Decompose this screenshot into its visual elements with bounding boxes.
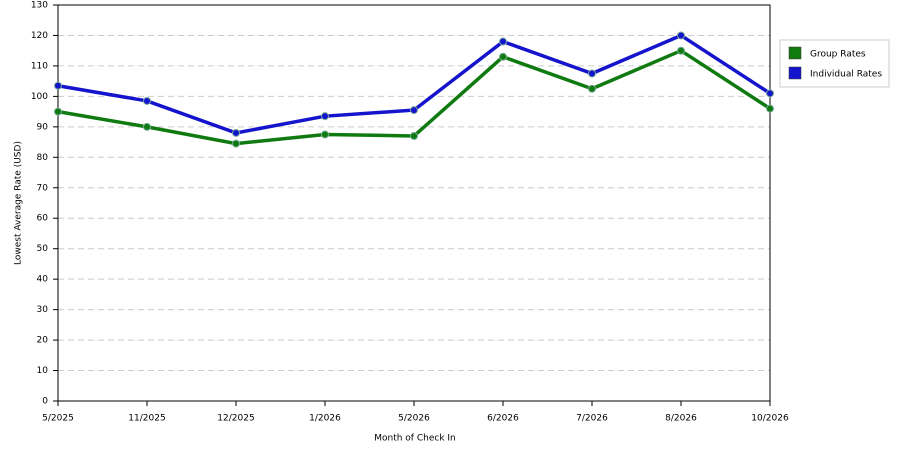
- x-tick-label: 5/2025: [42, 414, 74, 424]
- x-tick-label: 1/2026: [309, 414, 341, 424]
- plot-frame: [57, 4, 771, 402]
- legend-swatch: [788, 46, 802, 60]
- y-tick-label: 50: [37, 244, 49, 254]
- x-tick-label: 10/2026: [751, 414, 789, 424]
- point: [677, 31, 685, 40]
- x-axis-label: Month of Check In: [374, 434, 456, 444]
- point: [499, 37, 507, 46]
- y-tick-label: 10: [37, 366, 49, 376]
- y-tick-label: 80: [37, 153, 49, 163]
- y-axis-label: Lowest Average Rate (USD): [14, 141, 24, 265]
- point: [321, 130, 329, 139]
- y-tick-label: 110: [31, 61, 48, 71]
- x-tick-label: 8/2026: [665, 414, 697, 424]
- point: [54, 107, 62, 116]
- y-tick-label: 70: [37, 183, 49, 193]
- point: [321, 112, 329, 121]
- y-tick-label: 90: [37, 122, 49, 132]
- point: [143, 122, 151, 131]
- legend-label: Group Rates: [810, 50, 866, 60]
- point: [410, 106, 418, 115]
- y-tick-label: 0: [42, 397, 48, 407]
- legend-label: Individual Rates: [810, 70, 882, 80]
- y-tick-label: 20: [37, 336, 49, 346]
- x-tick-label: 7/2026: [576, 414, 608, 424]
- y-tick-label: 60: [37, 214, 49, 224]
- point: [766, 104, 774, 113]
- point: [54, 81, 62, 90]
- y-tick-label: 100: [31, 92, 48, 102]
- point: [232, 128, 240, 137]
- x-tick-label: 5/2026: [398, 414, 430, 424]
- point: [410, 131, 418, 140]
- y-tick-label: 120: [31, 31, 48, 41]
- point: [232, 139, 240, 148]
- point: [499, 52, 507, 61]
- x-tick-label: 12/2025: [217, 414, 254, 424]
- point: [677, 46, 685, 55]
- point: [588, 84, 596, 93]
- legend-swatch: [788, 66, 802, 80]
- point: [588, 69, 596, 78]
- x-tick-label: 11/2025: [128, 414, 165, 424]
- point: [143, 96, 151, 105]
- point: [766, 89, 774, 98]
- x-tick-label: 6/2026: [487, 414, 519, 424]
- series-line: [57, 48, 771, 146]
- y-tick-label: 40: [37, 275, 49, 285]
- y-tick-label: 30: [37, 305, 49, 315]
- y-tick-label: 130: [31, 1, 48, 11]
- series-line: [57, 33, 771, 135]
